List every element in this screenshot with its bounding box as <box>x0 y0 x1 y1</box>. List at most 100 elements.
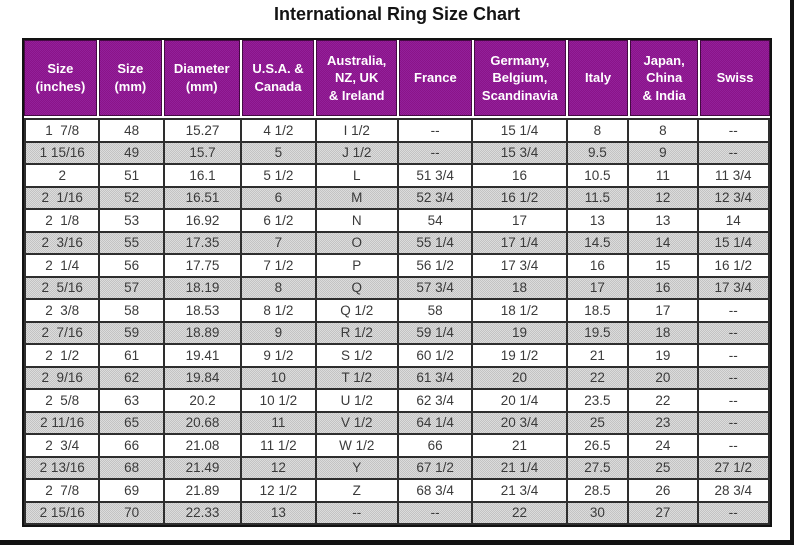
table-cell: -- <box>696 343 771 368</box>
table-cell: -- <box>396 140 474 165</box>
table-cell: 21.08 <box>162 433 243 458</box>
table-cell: 11 3/4 <box>696 163 771 188</box>
table-cell: 57 3/4 <box>396 275 474 300</box>
table-cell: 2 3/4 <box>23 433 101 458</box>
table-cell: 2 5/16 <box>23 275 101 300</box>
table-cell: 68 3/4 <box>396 478 474 503</box>
table-cell: 62 <box>98 365 165 390</box>
table-cell: 11 1/2 <box>240 433 317 458</box>
table-cell: 8 1/2 <box>240 298 317 323</box>
table-cell: 17 <box>471 208 568 233</box>
table-cell: 16.51 <box>162 185 243 210</box>
table-cell: M <box>314 185 399 210</box>
table-cell: -- <box>696 320 771 345</box>
table-cell: 14.5 <box>565 230 630 255</box>
table-cell: 21 <box>471 433 568 458</box>
table-cell: 17.75 <box>162 253 243 278</box>
column-header: U.S.A. & Canada <box>241 40 315 116</box>
table-cell: 55 <box>98 230 165 255</box>
table-cell: U 1/2 <box>314 388 399 413</box>
table-cell: 20 3/4 <box>471 410 568 435</box>
frame-right-border <box>790 0 794 545</box>
table-cell: 13 <box>565 208 630 233</box>
table-cell: I 1/2 <box>314 118 399 143</box>
table-cell: 21 3/4 <box>471 478 568 503</box>
table-cell: -- <box>696 500 771 525</box>
table-cell: 16 <box>471 163 568 188</box>
table-row: 1 7/8 48 15.27 4 1/2 I 1/2 -- 15 1/4 8 8 -- <box>23 118 771 143</box>
column-header: Japan, China & India <box>630 40 699 116</box>
table-cell: 9.5 <box>565 140 630 165</box>
table-cell: 16 1/2 <box>696 253 771 278</box>
table-cell: 58 <box>98 298 165 323</box>
table-cell: 26.5 <box>565 433 630 458</box>
table-cell: 1 15/16 <box>23 140 101 165</box>
column-header: Size (inches) <box>24 40 97 116</box>
table-cell: 11 <box>627 163 699 188</box>
table-cell: 62 3/4 <box>396 388 474 413</box>
table-cell: 7 <box>240 230 317 255</box>
table-cell: 51 <box>98 163 165 188</box>
table-cell: 2 5/8 <box>23 388 101 413</box>
table-row: 2 3/16 55 17.35 7 O 55 1/4 17 1/4 14.5 14 15 1/4 <box>23 230 771 255</box>
table-cell: 25 <box>565 410 630 435</box>
table-cell: 14 <box>696 208 771 233</box>
table-cell: 22 <box>471 500 568 525</box>
table-cell: J 1/2 <box>314 140 399 165</box>
table-cell: 27 1/2 <box>696 455 771 480</box>
table-row: 2 1/4 56 17.75 7 1/2 P 56 1/2 17 3/4 16 15 16 1/2 <box>23 253 771 278</box>
table-cell: 20 1/4 <box>471 388 568 413</box>
table-cell: 23.5 <box>565 388 630 413</box>
table-cell: 18 <box>627 320 699 345</box>
table-cell: 15 3/4 <box>471 140 568 165</box>
table-cell: 66 <box>98 433 165 458</box>
table-cell: 60 1/2 <box>396 343 474 368</box>
table-cell: 18.53 <box>162 298 243 323</box>
table-cell: -- <box>396 118 474 143</box>
table-row: 2 1/16 52 16.51 6 M 52 3/4 16 1/2 11.5 12 12 3/4 <box>23 185 771 210</box>
table-cell: 63 <box>98 388 165 413</box>
table-cell: 8 <box>565 118 630 143</box>
table-cell: 24 <box>627 433 699 458</box>
table-cell: -- <box>696 365 771 390</box>
table-cell: 57 <box>98 275 165 300</box>
table-cell: 15 1/4 <box>471 118 568 143</box>
table-cell: 53 <box>98 208 165 233</box>
table-cell: 10.5 <box>565 163 630 188</box>
table-row: 1 15/16 49 15.7 5 J 1/2 -- 15 3/4 9.5 9 -- <box>23 140 771 165</box>
table-cell: 18 1/2 <box>471 298 568 323</box>
table-cell: -- <box>696 388 771 413</box>
table-cell: 19.41 <box>162 343 243 368</box>
table-cell: 13 <box>627 208 699 233</box>
table-cell: -- <box>314 500 399 525</box>
table-cell: 52 <box>98 185 165 210</box>
table-cell: 15.7 <box>162 140 243 165</box>
table-cell: 2 7/8 <box>23 478 101 503</box>
table-cell: 12 <box>240 455 317 480</box>
table-cell: 20.68 <box>162 410 243 435</box>
table-cell: 2 1/16 <box>23 185 101 210</box>
column-header: Germany, Belgium, Scandinavia <box>473 40 566 116</box>
table-cell: 15.27 <box>162 118 243 143</box>
table-cell: 2 <box>23 163 101 188</box>
table-cell: 9 <box>627 140 699 165</box>
table-cell: 6 <box>240 185 317 210</box>
table-cell: 28.5 <box>565 478 630 503</box>
table-cell: 5 <box>240 140 317 165</box>
table-cell: 19.5 <box>565 320 630 345</box>
table-cell: 11 <box>240 410 317 435</box>
column-header: Swiss <box>700 40 770 116</box>
table-cell: 21.89 <box>162 478 243 503</box>
table-cell: 19 <box>471 320 568 345</box>
table-cell: 56 <box>98 253 165 278</box>
table-cell: 19 1/2 <box>471 343 568 368</box>
table-cell: 2 7/16 <box>23 320 101 345</box>
table-cell: 58 <box>396 298 474 323</box>
table-cell: 10 <box>240 365 317 390</box>
table-cell: 68 <box>98 455 165 480</box>
table-cell: 20 <box>627 365 699 390</box>
column-header: Diameter (mm) <box>163 40 240 116</box>
table-cell: 12 <box>627 185 699 210</box>
table-cell: 21 <box>565 343 630 368</box>
